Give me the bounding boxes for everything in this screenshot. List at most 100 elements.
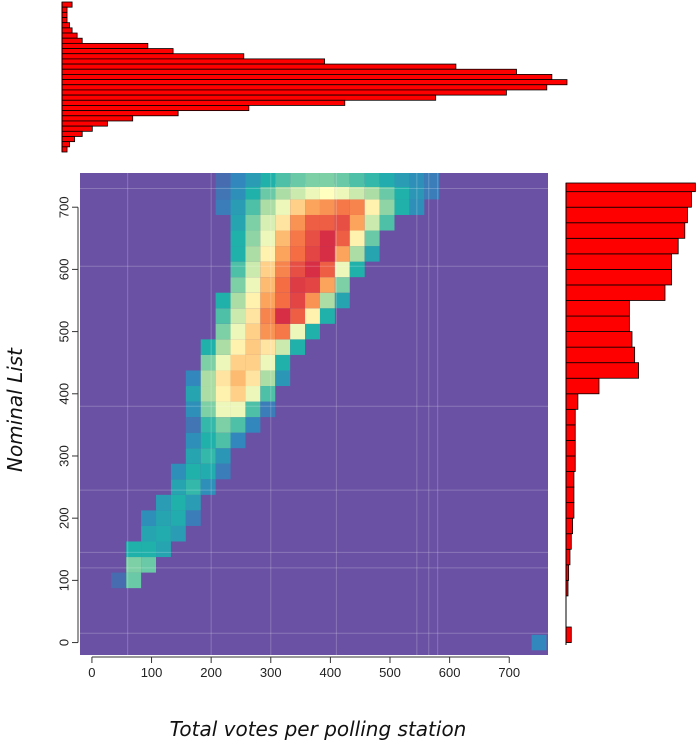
heatmap-cell (156, 510, 171, 526)
heatmap-cell (349, 214, 365, 231)
heatmap-cell (245, 292, 261, 309)
heatmap-cell (230, 370, 246, 387)
heatmap-cell (275, 370, 291, 387)
heatmap-cell (245, 214, 261, 231)
heatmap-cell (319, 277, 335, 293)
top-marginal-histogram (61, 1, 568, 153)
heatmap-cell (126, 572, 142, 589)
top-hist-bar (61, 125, 93, 132)
heatmap-cell (349, 199, 365, 215)
heatmap-cell (230, 339, 246, 355)
heatmap-cell (334, 183, 350, 200)
right-hist-bar (565, 377, 600, 395)
heatmap-cell (275, 323, 291, 340)
heatmap-cell (334, 261, 350, 278)
x-tick-label: 100 (141, 665, 163, 680)
top-hist-bar (61, 141, 70, 148)
heatmap-cell (364, 214, 380, 231)
heatmap-cell (319, 214, 335, 231)
heatmap-cell (230, 277, 246, 293)
heatmap-cell (260, 401, 276, 418)
top-hist-bar (61, 84, 548, 91)
right-hist-bar (565, 346, 636, 364)
heatmap-cell (260, 173, 276, 187)
top-hist-bar (61, 99, 346, 106)
heatmap-cell (260, 339, 276, 355)
heatmap-cell (319, 199, 335, 215)
heatmap-cell (200, 417, 216, 433)
right-hist-bar (565, 300, 630, 317)
heatmap-cell (156, 494, 171, 511)
right-hist-bar (565, 424, 576, 441)
heatmap-cell (260, 323, 276, 340)
right-hist-bar (565, 502, 575, 519)
heatmap-cell (349, 230, 365, 247)
heatmap-cell (319, 246, 335, 262)
heatmap-cell (200, 479, 216, 495)
top-hist-bar (61, 120, 108, 127)
heatmap-cell (364, 246, 380, 262)
heatmap-cell (349, 261, 365, 278)
heatmap-cell (290, 199, 306, 215)
heatmap-cell (245, 370, 261, 387)
heatmap-cell (200, 339, 216, 355)
heatmap-cell (364, 183, 380, 200)
heatmap-cell (290, 308, 306, 324)
heatmap-cell (245, 339, 261, 355)
heatmap-cell (245, 183, 261, 200)
x-axis: 0 100 200 300 400 500 600 700 (88, 656, 520, 680)
heatmap-cell (319, 292, 335, 309)
heatmap-cell (245, 199, 261, 215)
top-hist-bar (61, 110, 179, 117)
heatmap-cell (379, 173, 395, 187)
heatmap-cell (319, 183, 335, 200)
heatmap-cell (230, 432, 246, 449)
heatmap-cell (409, 183, 425, 200)
y-axis: 0 100 200 300 400 500 600 700 (57, 196, 79, 646)
heatmap-cell (200, 448, 216, 464)
top-hist-bar (61, 58, 326, 65)
heatmap-cell (379, 183, 395, 200)
heatmap-cell (245, 417, 261, 433)
heatmap-cell (245, 230, 261, 247)
y-tick-label: 600 (57, 259, 72, 281)
heatmap-cell (409, 199, 425, 215)
heatmap-cell (170, 463, 186, 480)
heatmap-cell (260, 277, 276, 293)
heatmap-cell (260, 261, 276, 278)
heatmap-cell (290, 292, 306, 309)
right-hist-bar (565, 440, 576, 457)
heatmap-cell (230, 214, 246, 231)
heatmap-cell (215, 308, 231, 324)
heatmap-cell (200, 463, 216, 480)
heatmap-cell (185, 417, 201, 433)
heatmap-cell (260, 292, 276, 309)
heatmap-cell (290, 230, 306, 247)
right-hist-bar (565, 222, 686, 239)
y-tick-label: 300 (57, 445, 72, 467)
right-hist-bar (565, 331, 633, 348)
heatmap-cell (215, 183, 231, 200)
x-tick-label: 0 (88, 665, 95, 680)
heatmap-cell (245, 173, 261, 187)
top-hist-bar (61, 37, 83, 44)
top-hist-bar (61, 11, 68, 18)
heatmap-cell (394, 199, 410, 215)
heatmap-cell (185, 401, 201, 418)
heatmap-cell (275, 183, 291, 200)
top-hist-bar (61, 48, 174, 55)
heatmap-cell (215, 173, 231, 187)
heatmap-cell (305, 292, 320, 309)
top-hist-bar (61, 94, 437, 101)
x-axis-title: Total votes per polling station (170, 717, 467, 741)
heatmap-cell (275, 354, 291, 371)
heatmap-cell (290, 323, 306, 340)
heatmap-cell (260, 308, 276, 324)
heatmap-cell (230, 173, 246, 187)
heatmap-cell (349, 173, 365, 187)
heatmap-cell (305, 199, 320, 215)
heatmap-cell (275, 214, 291, 231)
heatmap-cell (141, 525, 157, 542)
heatmap-cell (245, 401, 261, 418)
heatmap-cell (200, 401, 216, 418)
